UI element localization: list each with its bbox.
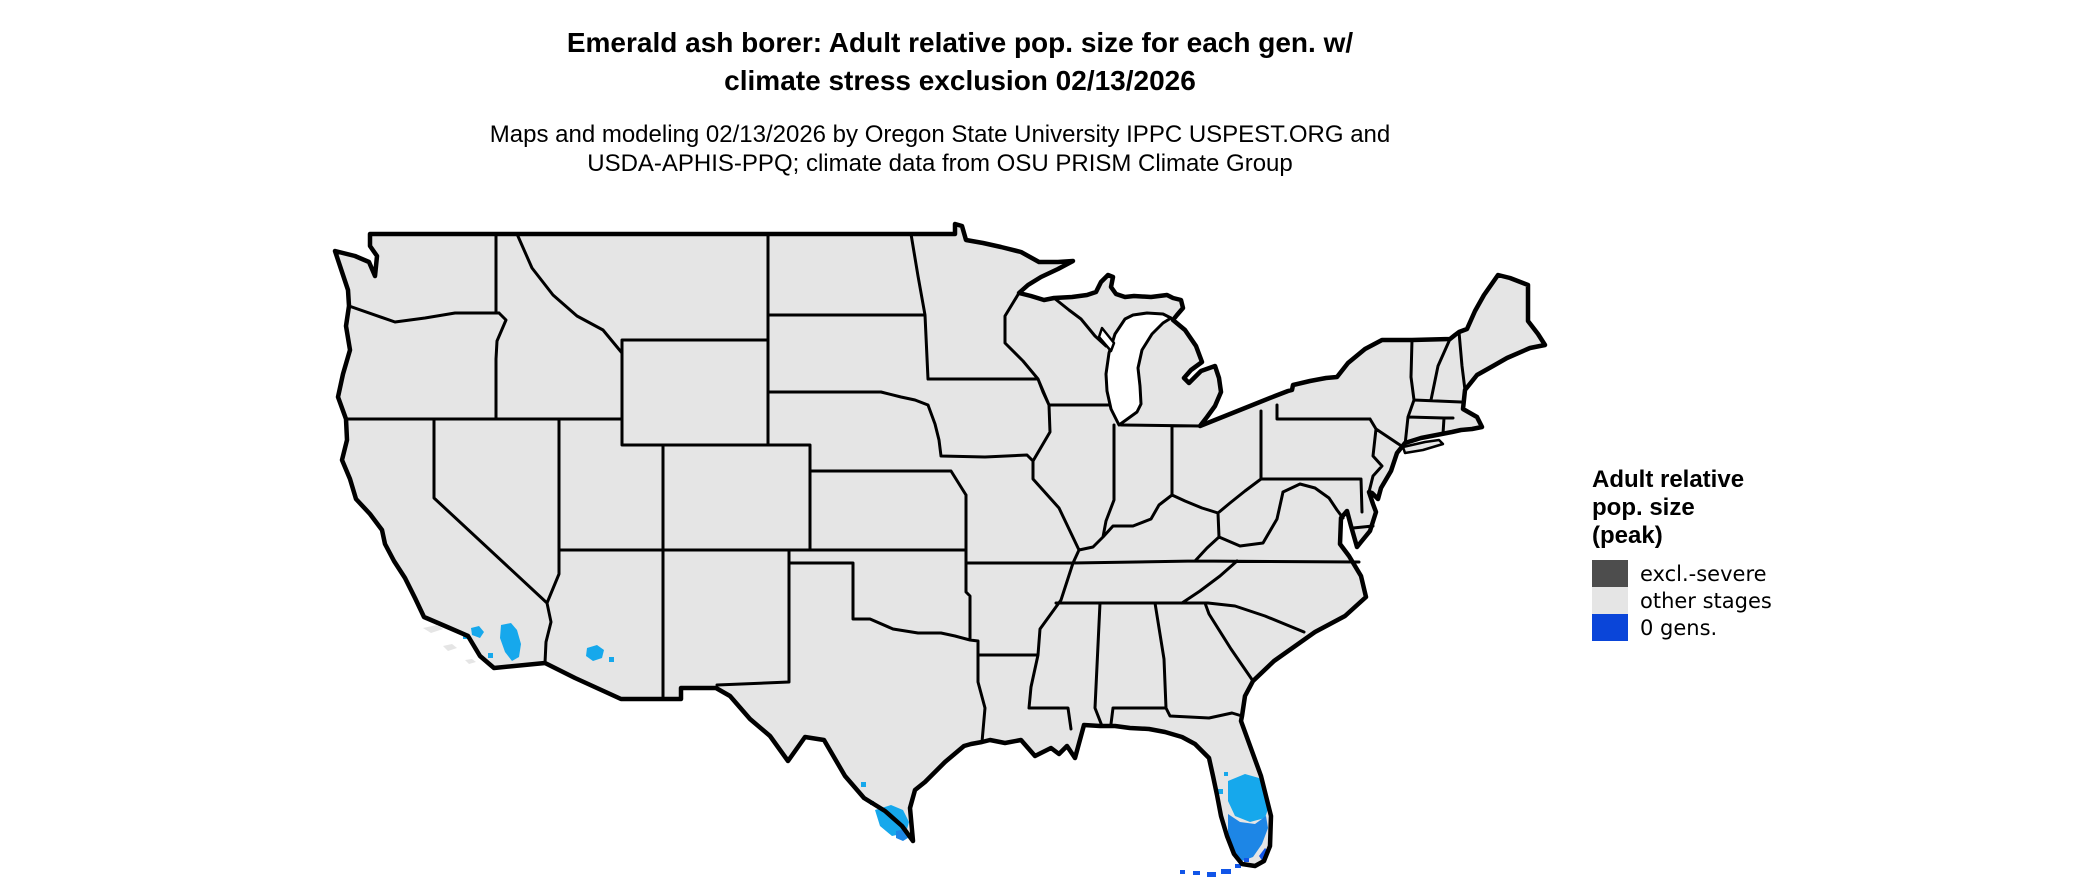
state-borders (344, 232, 1467, 744)
map-title-line2: climate stress exclusion 02/13/2026 (724, 65, 1196, 96)
highlight-southern-florida (1218, 772, 1269, 822)
map-title-line1: Emerald ash borer: Adult relative pop. s… (566, 27, 1354, 58)
map-title: Emerald ash borer: Adult relative pop. s… (0, 24, 1920, 100)
legend-title-line1: Adult relative (1592, 466, 1745, 493)
us-map-svg (332, 221, 1548, 877)
highlight-florida-keys (1180, 848, 1269, 877)
map-subtitle-line1: Maps and modeling 02/13/2026 by Oregon S… (489, 121, 1391, 148)
highlight-central-arizona (586, 645, 614, 662)
map-subtitle-line2: USDA-APHIS-PPQ; climate data from OSU PR… (587, 150, 1293, 177)
legend-swatch-0-gens (1592, 614, 1628, 641)
legend-item-other-stages: other stages (1592, 587, 1852, 614)
legend: Adult relative pop. size (peak) excl.-se… (1592, 466, 1852, 641)
green-bay (1097, 326, 1116, 353)
us-coastline (332, 221, 1548, 869)
florida-keys-dots (1180, 848, 1269, 877)
highlight-far-southern-florida (1228, 814, 1268, 861)
highlight-azure-patches (896, 814, 1268, 861)
legend-title-line2: pop. size (1592, 494, 1695, 521)
legend-title: Adult relative pop. size (peak) (1592, 466, 1852, 550)
channel-islands (423, 625, 476, 664)
legend-item-0-gens: 0 gens. (1592, 614, 1852, 641)
legend-item-excl-severe: excl.-severe (1592, 560, 1852, 587)
highlight-southern-california (463, 623, 521, 661)
legend-label: excl.-severe (1640, 561, 1767, 586)
legend-label: other stages (1640, 588, 1772, 613)
legend-items: excl.-severe other stages 0 gens. (1592, 560, 1852, 641)
legend-swatch-excl-severe (1592, 560, 1628, 587)
legend-title-line3: (peak) (1592, 522, 1663, 549)
us-map (325, 216, 1555, 880)
legend-swatch-other-stages (1592, 587, 1628, 614)
map-subtitle: Maps and modeling 02/13/2026 by Oregon S… (0, 120, 1880, 178)
long-island (1401, 438, 1445, 455)
legend-label: 0 gens. (1640, 615, 1718, 640)
lake-michigan (1104, 311, 1173, 427)
